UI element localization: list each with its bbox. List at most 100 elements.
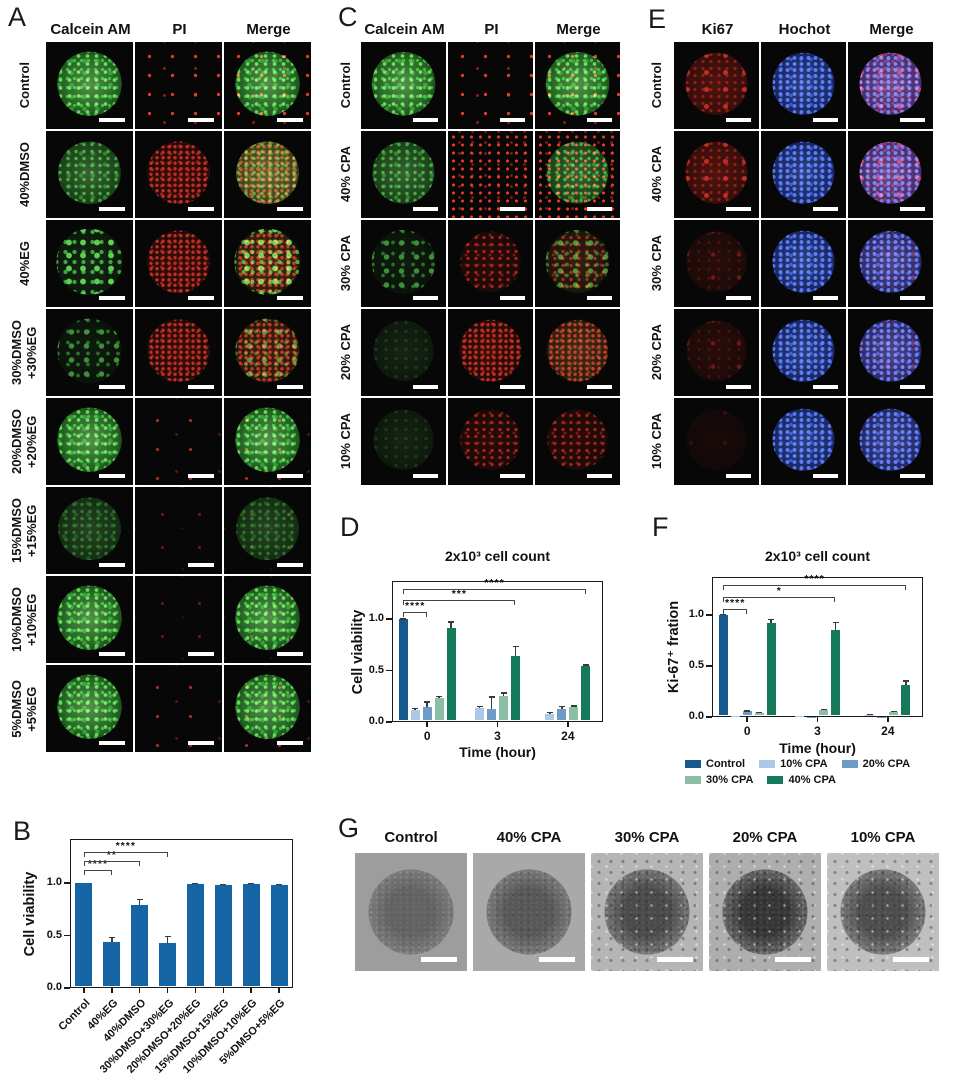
microscopy-image-cell xyxy=(46,665,133,752)
row-label-text: 30% CPA xyxy=(649,235,665,292)
brightfield-image-cell xyxy=(709,853,821,971)
row-label-text: 30%DMSO +30%EG xyxy=(9,319,39,386)
microscopy-image-cell xyxy=(135,131,222,218)
significance-bracket xyxy=(403,589,586,594)
row-label: Control xyxy=(331,42,361,129)
microscopy-image-cell xyxy=(135,665,222,752)
legend-label: 30% CPA xyxy=(706,774,754,786)
scale-bar xyxy=(277,207,304,212)
microscopy-image-cell xyxy=(361,42,446,129)
fluorescence-layer xyxy=(224,487,311,574)
fluorescence-layer xyxy=(373,409,434,470)
microscopy-image-cell xyxy=(135,576,222,663)
microscopy-image-cell xyxy=(224,665,311,752)
fluorescence-layer xyxy=(147,319,210,383)
x-tick-label: 0 xyxy=(423,729,431,743)
bar-10DMSO+10EG xyxy=(242,884,260,987)
significance-bracket xyxy=(83,861,140,866)
fluorescence-layer xyxy=(685,52,748,115)
legend-item: Control xyxy=(685,758,745,770)
panel-b-chart: Cell viability 0.0 0.5 1.0 Control 40%EG 40%DM… xyxy=(4,798,330,1077)
error-bar-cap xyxy=(756,711,763,714)
x-axis-label: Time (hour) xyxy=(459,744,536,760)
fluorescence-layer xyxy=(859,408,922,471)
microscopy-image-cell xyxy=(848,398,933,485)
bar-30CPA-24 xyxy=(569,706,579,721)
panel-e: E Ki67 Hochot Merge Control 40% CPA 30% CPA 20… xyxy=(641,4,949,508)
image-row: 10%DMSO +10%EG xyxy=(4,576,322,663)
fluorescence-layer xyxy=(448,131,533,218)
y-tick-mark xyxy=(706,614,712,616)
panel-f-chart: 2x10³ cell count Ki-67⁺ fration Time (hour… xyxy=(645,512,955,812)
fluorescence-layer xyxy=(859,230,922,293)
fluorescence-layer xyxy=(448,42,533,129)
x-tick-mark xyxy=(83,988,85,993)
row-label-text: Control xyxy=(649,62,665,109)
fluorescence-layer xyxy=(224,42,311,129)
fluorescence-layer xyxy=(860,409,921,470)
image-row: 40% CPA xyxy=(641,131,949,218)
error-bar-cap xyxy=(412,707,419,710)
scale-bar xyxy=(99,563,126,568)
bar-Control xyxy=(75,883,93,987)
row-label: 10% CPA xyxy=(331,398,361,485)
fluorescence-layer xyxy=(371,51,436,116)
row-label-text: 10% CPA xyxy=(337,413,353,470)
column-header-3: Merge xyxy=(869,21,914,38)
scale-bar xyxy=(99,652,126,657)
spheroid-core-layer xyxy=(368,869,454,955)
fluorescence-layer xyxy=(460,409,521,470)
x-tick-mark xyxy=(816,717,819,722)
panel-e-label: E xyxy=(648,4,667,34)
legend-label: 40% CPA xyxy=(788,774,836,786)
microscopy-image-cell xyxy=(361,131,446,218)
image-row: 15%DMSO +15%EG xyxy=(4,487,322,574)
significance-stars: **** xyxy=(724,597,746,609)
microscopy-image-cell xyxy=(46,42,133,129)
panel-d-label: D xyxy=(340,512,360,542)
scale-bar xyxy=(725,474,752,479)
row-label: 20% CPA xyxy=(331,309,361,396)
error-bar xyxy=(426,701,428,707)
bar-10CPA-3 xyxy=(475,707,484,721)
image-row: 20% CPA xyxy=(331,309,634,396)
error-bar-cap xyxy=(720,613,727,616)
y-tick-mark xyxy=(386,721,392,723)
x-tick-mark xyxy=(111,988,113,993)
row-label-text: 40% CPA xyxy=(337,146,353,203)
fluorescence-layer xyxy=(371,229,436,294)
bar-20DMSO+20EG xyxy=(186,884,204,987)
x-tick-label: 3 xyxy=(494,729,501,743)
image-row: 40% CPA xyxy=(331,131,634,218)
microscopy-image-cell xyxy=(361,309,446,396)
error-bar-cap xyxy=(820,708,827,711)
fluorescence-layer xyxy=(859,319,922,382)
microscopy-image-cell xyxy=(135,398,222,485)
image-row: 30% CPA xyxy=(641,220,949,307)
scale-bar xyxy=(586,118,613,123)
bar-10CPA-24 xyxy=(545,713,555,721)
error-bar-cap xyxy=(400,618,407,620)
row-label-text: 30% CPA xyxy=(337,235,353,292)
bar-30CPA-0 xyxy=(434,698,444,721)
significance-bracket xyxy=(83,852,168,857)
bar-40CPA-0 xyxy=(446,628,456,721)
error-bar-cap xyxy=(164,935,171,938)
y-tick-mark xyxy=(64,882,70,884)
fluorescence-layer xyxy=(236,319,299,383)
fluorescence-layer xyxy=(58,141,121,205)
row-label-text: 10% CPA xyxy=(649,413,665,470)
scale-bar xyxy=(412,474,439,479)
fluorescence-layer xyxy=(460,231,521,292)
fluorescence-layer xyxy=(545,229,610,294)
scale-bar xyxy=(657,956,693,962)
brightfield-image-cell xyxy=(355,853,467,971)
fluorescence-layer xyxy=(546,319,609,382)
error-bar-cap xyxy=(248,882,255,885)
bar-10CPA-3 xyxy=(795,715,804,717)
panel-c-content: Calcein AM PI Merge Control 40% CPA 30% CPA 20… xyxy=(331,4,634,508)
error-bar-cap xyxy=(768,618,775,621)
y-tick-mark xyxy=(64,987,70,989)
bar-10CPA-0 xyxy=(730,716,740,718)
scale-bar xyxy=(188,296,215,301)
